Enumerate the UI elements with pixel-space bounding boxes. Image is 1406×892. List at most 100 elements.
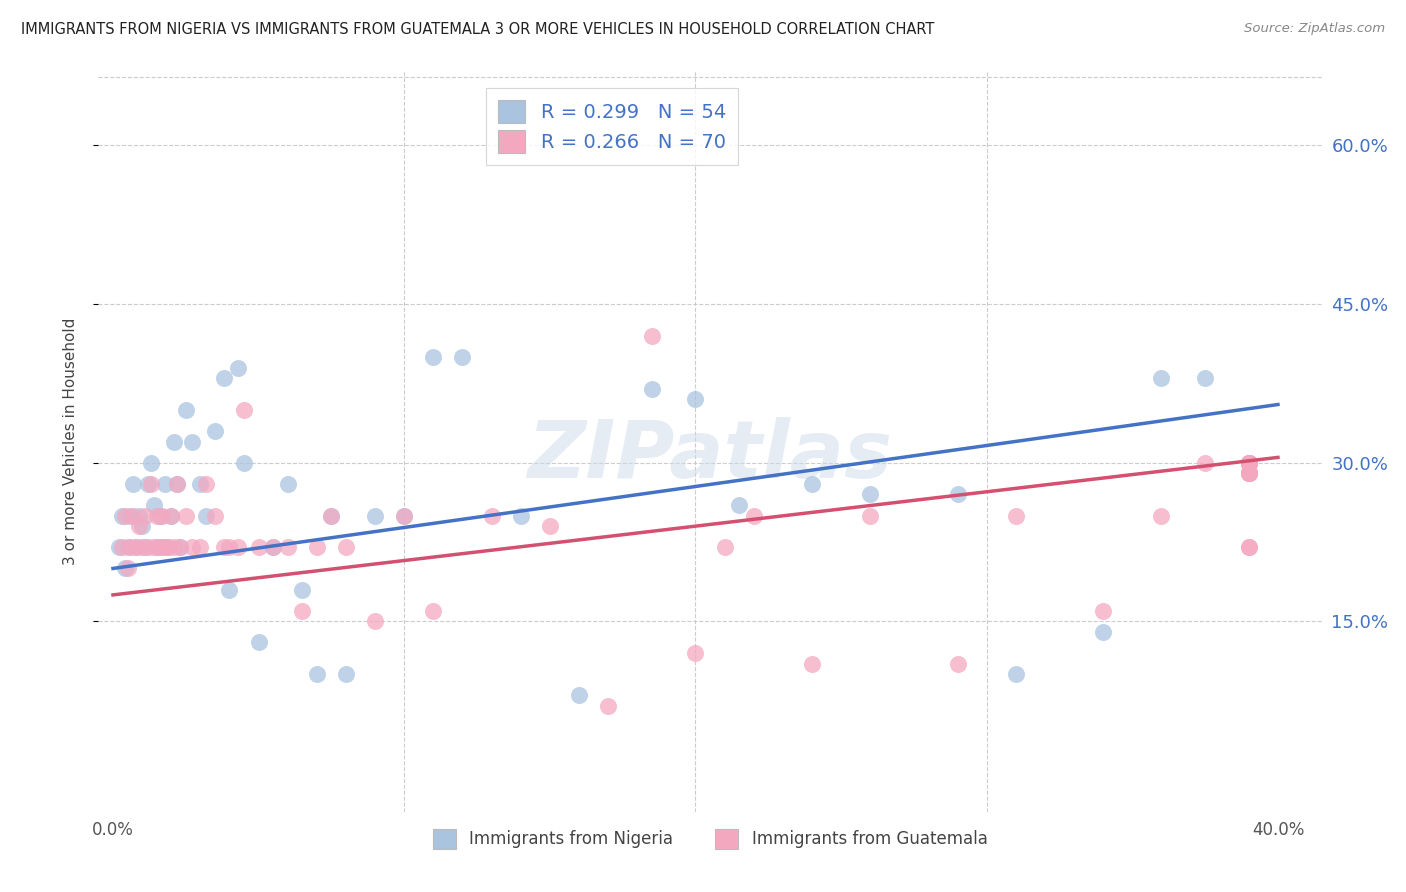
Point xyxy=(114,508,136,523)
Point xyxy=(859,487,882,501)
Point xyxy=(139,476,162,491)
Point xyxy=(713,541,735,555)
Point xyxy=(641,328,664,343)
Point xyxy=(120,508,142,523)
Point xyxy=(233,456,256,470)
Point xyxy=(801,657,824,671)
Point xyxy=(212,541,235,555)
Point xyxy=(149,541,172,555)
Point xyxy=(195,508,218,523)
Point xyxy=(136,476,159,491)
Point xyxy=(394,508,416,523)
Point xyxy=(160,508,183,523)
Point xyxy=(163,541,186,555)
Point xyxy=(218,541,240,555)
Point xyxy=(394,508,416,523)
Point xyxy=(152,508,174,523)
Point xyxy=(509,508,531,523)
Point xyxy=(1237,541,1260,555)
Point xyxy=(226,541,249,555)
Point xyxy=(131,519,153,533)
Point xyxy=(111,541,134,555)
Point xyxy=(1150,508,1173,523)
Point xyxy=(335,667,357,681)
Point xyxy=(1237,456,1260,470)
Point xyxy=(422,604,444,618)
Point xyxy=(134,541,156,555)
Point xyxy=(1237,541,1260,555)
Point xyxy=(128,508,150,523)
Point xyxy=(111,508,134,523)
Point xyxy=(131,541,153,555)
Point xyxy=(166,476,188,491)
Point xyxy=(157,541,180,555)
Point xyxy=(1237,456,1260,470)
Point xyxy=(422,350,444,364)
Point xyxy=(204,424,226,438)
Point xyxy=(481,508,503,523)
Point xyxy=(1237,467,1260,481)
Point xyxy=(1237,456,1260,470)
Point xyxy=(1237,467,1260,481)
Point xyxy=(155,541,177,555)
Point xyxy=(728,498,751,512)
Point xyxy=(1237,456,1260,470)
Point xyxy=(946,487,969,501)
Point xyxy=(166,476,188,491)
Point xyxy=(859,508,882,523)
Point xyxy=(122,508,145,523)
Text: ZIPatlas: ZIPatlas xyxy=(527,417,893,495)
Point xyxy=(136,541,159,555)
Point xyxy=(180,434,202,449)
Point xyxy=(1237,467,1260,481)
Point xyxy=(364,615,387,629)
Point xyxy=(946,657,969,671)
Point xyxy=(1237,467,1260,481)
Point xyxy=(1237,456,1260,470)
Point xyxy=(188,541,212,555)
Point xyxy=(1150,371,1173,385)
Point xyxy=(685,646,707,660)
Point xyxy=(291,582,314,597)
Text: IMMIGRANTS FROM NIGERIA VS IMMIGRANTS FROM GUATEMALA 3 OR MORE VEHICLES IN HOUSE: IMMIGRANTS FROM NIGERIA VS IMMIGRANTS FR… xyxy=(21,22,935,37)
Point xyxy=(163,434,186,449)
Point xyxy=(120,541,142,555)
Point xyxy=(1194,456,1216,470)
Point xyxy=(262,541,284,555)
Point xyxy=(157,541,180,555)
Point xyxy=(134,508,156,523)
Point xyxy=(1237,456,1260,470)
Point xyxy=(174,508,197,523)
Point xyxy=(142,498,165,512)
Point xyxy=(685,392,707,407)
Point xyxy=(160,508,183,523)
Point xyxy=(568,689,591,703)
Point xyxy=(1092,624,1115,639)
Point xyxy=(277,541,299,555)
Point xyxy=(1237,467,1260,481)
Point xyxy=(155,476,177,491)
Point xyxy=(226,360,249,375)
Point xyxy=(1237,456,1260,470)
Point xyxy=(1194,371,1216,385)
Point xyxy=(152,541,174,555)
Point xyxy=(364,508,387,523)
Point xyxy=(117,561,139,575)
Point xyxy=(117,541,139,555)
Point xyxy=(233,402,256,417)
Point xyxy=(149,508,172,523)
Point xyxy=(125,541,148,555)
Point xyxy=(204,508,226,523)
Point xyxy=(742,508,765,523)
Point xyxy=(218,582,240,597)
Point xyxy=(195,476,218,491)
Point xyxy=(305,541,328,555)
Point xyxy=(598,698,620,713)
Point xyxy=(321,508,343,523)
Point xyxy=(188,476,212,491)
Point xyxy=(1004,667,1026,681)
Point xyxy=(1237,467,1260,481)
Point xyxy=(641,382,664,396)
Legend: Immigrants from Nigeria, Immigrants from Guatemala: Immigrants from Nigeria, Immigrants from… xyxy=(426,822,994,855)
Point xyxy=(277,476,299,491)
